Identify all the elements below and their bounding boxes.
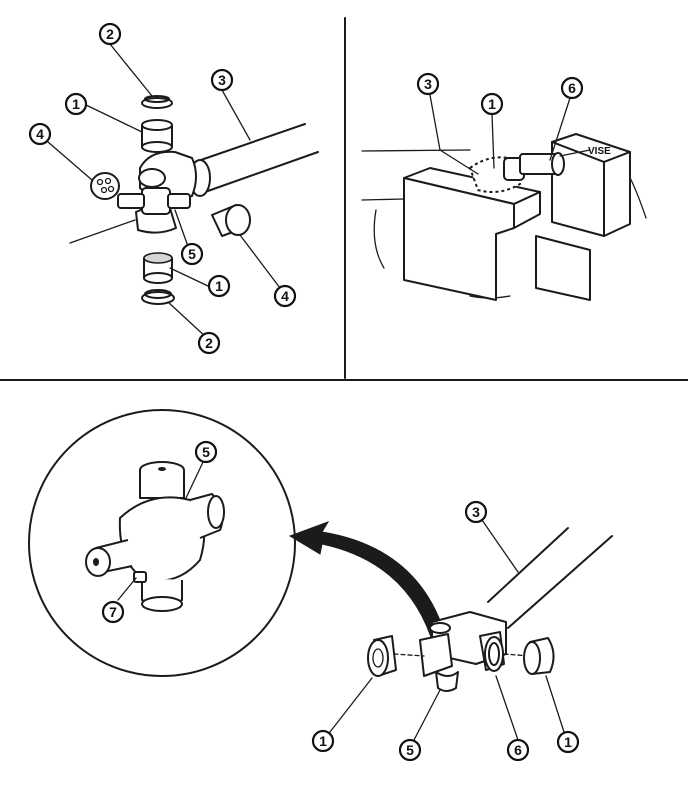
ujoint-in-vise — [439, 149, 565, 193]
callout-tl-5: 5 — [180, 242, 204, 266]
snap-ring-bottom — [141, 289, 175, 305]
callout-label: 1 — [72, 96, 80, 112]
leader-lines-bottom — [117, 459, 565, 741]
callout-tr-6: 6 — [560, 76, 584, 100]
snap-ring-top — [141, 95, 173, 109]
callout-ba-1-left: 1 — [311, 729, 335, 753]
vise-jaw-left — [403, 167, 541, 301]
panel-bottom — [28, 409, 613, 741]
bearing-cup-bottom-left — [367, 635, 397, 677]
drive-shaft-tube — [189, 123, 319, 197]
callout-ba-1-right: 1 — [556, 730, 580, 754]
callout-label: 6 — [568, 80, 576, 96]
callout-tr-1: 1 — [480, 92, 504, 116]
leader-lines-top-right — [429, 94, 591, 169]
callout-label: 1 — [215, 278, 223, 294]
callout-tl-2-top: 2 — [98, 22, 122, 46]
bearing-cup-top — [141, 119, 173, 153]
callout-label: 3 — [472, 504, 480, 520]
bearing-cup-left — [90, 172, 120, 200]
callout-label: 2 — [205, 335, 213, 351]
ujoint-assembly — [393, 611, 531, 692]
callout-bd-7: 7 — [101, 600, 125, 624]
spider-cross-detail — [85, 461, 225, 612]
callout-label: 4 — [36, 126, 44, 142]
callout-tl-1-top: 1 — [64, 92, 88, 116]
vise-jaw-right — [535, 133, 631, 301]
detail-arrow — [288, 521, 447, 641]
callout-ba-5: 5 — [398, 738, 422, 762]
callout-label: 5 — [406, 742, 414, 758]
spider-cross — [69, 187, 191, 244]
callout-label: 2 — [106, 26, 114, 42]
callout-label: 3 — [218, 72, 226, 88]
callout-label: 4 — [281, 288, 289, 304]
callout-tl-1-bottom: 1 — [207, 274, 231, 298]
bearing-cup-bottom-right — [523, 637, 555, 675]
callout-tl-4-left: 4 — [28, 122, 52, 146]
bearing-cup-right — [211, 204, 251, 237]
panel-top-right — [361, 94, 647, 301]
callout-tl-2-bottom: 2 — [197, 331, 221, 355]
callout-label: 7 — [109, 604, 117, 620]
callout-label: 5 — [202, 444, 210, 460]
callout-tl-4-right: 4 — [273, 284, 297, 308]
panel-top-left — [47, 43, 319, 339]
drive-shaft-tube-bottom — [487, 527, 613, 629]
bearing-cup-bottom — [143, 252, 173, 284]
callout-label: 3 — [424, 76, 432, 92]
callout-bd-5: 5 — [194, 440, 218, 464]
callout-label: 1 — [319, 733, 327, 749]
callout-label: 6 — [514, 742, 522, 758]
callout-ba-6: 6 — [506, 738, 530, 762]
callout-label: 1 — [564, 734, 572, 750]
leader-lines-top-left — [47, 43, 281, 339]
callout-label: 1 — [488, 96, 496, 112]
callout-ba-3: 3 — [464, 500, 488, 524]
detail-magnifier — [28, 409, 296, 677]
callout-tr-3: 3 — [416, 72, 440, 96]
callout-tl-3: 3 — [210, 68, 234, 92]
vise-label: VISE — [588, 146, 611, 157]
panel-dividers — [0, 17, 688, 381]
callout-label: 5 — [188, 246, 196, 262]
